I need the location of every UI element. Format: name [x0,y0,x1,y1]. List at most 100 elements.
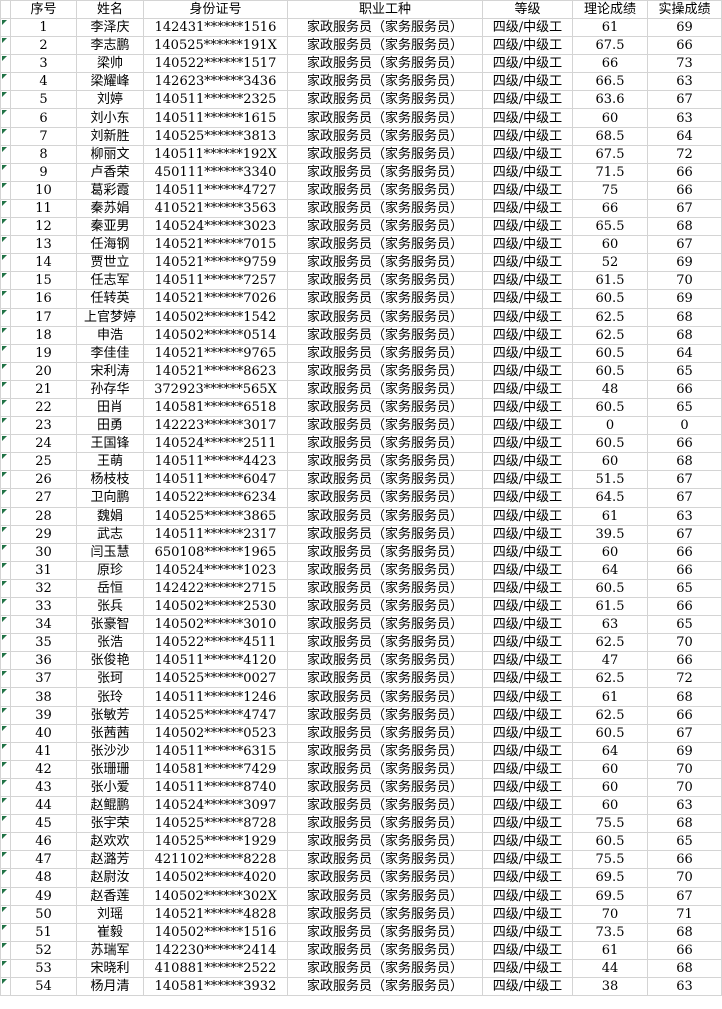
cell-occupation[interactable]: 家政服务员（家务服务员） [288,91,483,110]
cell-name[interactable]: 赵潞芳 [77,851,144,870]
cell-theory-score[interactable]: 61 [573,507,648,526]
cell-practical-score[interactable]: 66 [648,706,722,725]
cell-name[interactable]: 原珍 [77,561,144,580]
cell-level[interactable]: 四级/中级工 [483,742,573,761]
row-indicator-cell[interactable] [1,435,11,454]
cell-level[interactable]: 四级/中级工 [483,254,573,273]
cell-occupation[interactable]: 家政服务员（家务服务员） [288,525,483,544]
cell-level[interactable]: 四级/中级工 [483,218,573,237]
cell-theory-score[interactable]: 68.5 [573,127,648,146]
cell-id-number[interactable]: 142431******1516 [144,19,288,38]
cell-serial[interactable]: 15 [11,272,77,291]
cell-serial[interactable]: 16 [11,290,77,309]
cell-theory-score[interactable]: 66 [573,55,648,74]
cell-theory-score[interactable]: 0 [573,417,648,436]
cell-theory-score[interactable]: 64 [573,742,648,761]
cell-theory-score[interactable]: 63 [573,616,648,635]
cell-level[interactable]: 四级/中级工 [483,923,573,942]
cell-serial[interactable]: 6 [11,109,77,128]
cell-level[interactable]: 四级/中级工 [483,19,573,38]
cell-name[interactable]: 任志军 [77,272,144,291]
cell-level[interactable]: 四级/中级工 [483,616,573,635]
cell-occupation[interactable]: 家政服务员（家务服务员） [288,453,483,472]
cell-occupation[interactable]: 家政服务员（家务服务员） [288,507,483,526]
cell-practical-score[interactable]: 67 [648,489,722,508]
row-indicator-cell[interactable] [1,326,11,345]
cell-name[interactable]: 卫向鹏 [77,489,144,508]
cell-theory-score[interactable]: 60.5 [573,290,648,309]
row-indicator-cell[interactable] [1,362,11,381]
cell-level[interactable]: 四级/中级工 [483,37,573,56]
cell-theory-score[interactable]: 60.5 [573,344,648,363]
cell-practical-score[interactable]: 66 [648,851,722,870]
cell-theory-score[interactable]: 75.5 [573,815,648,834]
cell-theory-score[interactable]: 69.5 [573,869,648,888]
cell-name[interactable]: 田勇 [77,417,144,436]
cell-name[interactable]: 张珂 [77,670,144,689]
cell-name[interactable]: 上官梦婷 [77,308,144,327]
cell-occupation[interactable]: 家政服务员（家务服务员） [288,398,483,418]
row-indicator-cell[interactable] [1,290,11,309]
cell-level[interactable]: 四级/中级工 [483,272,573,291]
cell-level[interactable]: 四级/中级工 [483,851,573,870]
cell-serial[interactable]: 35 [11,634,77,653]
cell-level[interactable]: 四级/中级工 [483,398,573,418]
cell-theory-score[interactable]: 62.5 [573,326,648,345]
cell-serial[interactable]: 28 [11,507,77,526]
cell-occupation[interactable]: 家政服务员（家务服务员） [288,109,483,128]
cell-id-number[interactable]: 140502******1542 [144,308,288,327]
cell-serial[interactable]: 19 [11,344,77,363]
cell-theory-score[interactable]: 60.5 [573,724,648,743]
cell-serial[interactable]: 47 [11,851,77,870]
row-indicator-cell[interactable] [1,218,11,237]
cell-serial[interactable]: 33 [11,598,77,617]
cell-id-number[interactable]: 140511******1615 [144,109,288,128]
cell-occupation[interactable]: 家政服务员（家务服务员） [288,688,483,707]
cell-practical-score[interactable]: 67 [648,724,722,743]
cell-occupation[interactable]: 家政服务员（家务服务员） [288,163,483,182]
row-indicator-cell[interactable] [1,344,11,363]
row-indicator-cell[interactable] [1,543,11,562]
cell-occupation[interactable]: 家政服务员（家务服务员） [288,489,483,508]
cell-theory-score[interactable]: 62.5 [573,706,648,725]
row-indicator-cell[interactable] [1,887,11,906]
cell-practical-score[interactable]: 67 [648,471,722,490]
cell-name[interactable]: 李志鹏 [77,37,144,56]
cell-name[interactable]: 张玲 [77,688,144,707]
row-indicator-cell[interactable] [1,851,11,870]
cell-practical-score[interactable]: 66 [648,163,722,182]
cell-level[interactable]: 四级/中级工 [483,507,573,526]
cell-id-number[interactable]: 140511******6047 [144,471,288,490]
cell-id-number[interactable]: 140511******7257 [144,272,288,291]
cell-name[interactable]: 赵欢欢 [77,833,144,852]
cell-practical-score[interactable]: 68 [648,453,722,472]
cell-occupation[interactable]: 家政服务员（家务服务员） [288,326,483,345]
cell-occupation[interactable]: 家政服务员（家务服务员） [288,543,483,562]
row-indicator-header-cell[interactable] [1,1,11,19]
cell-occupation[interactable]: 家政服务员（家务服务员） [288,670,483,689]
cell-name[interactable]: 苏瑞军 [77,941,144,960]
row-indicator-cell[interactable] [1,398,11,418]
cell-serial[interactable]: 13 [11,236,77,255]
cell-practical-score[interactable]: 68 [648,815,722,834]
cell-level[interactable]: 四级/中级工 [483,145,573,164]
row-indicator-cell[interactable] [1,109,11,128]
cell-name[interactable]: 刘小东 [77,109,144,128]
cell-id-number[interactable]: 142422******2715 [144,579,288,598]
cell-id-number[interactable]: 140521******4828 [144,905,288,924]
cell-id-number[interactable]: 140525******4747 [144,706,288,725]
cell-practical-score[interactable]: 65 [648,579,722,598]
column-header-level[interactable]: 等级 [483,1,573,19]
cell-level[interactable]: 四级/中级工 [483,887,573,906]
cell-serial[interactable]: 46 [11,833,77,852]
cell-occupation[interactable]: 家政服务员（家务服务员） [288,579,483,598]
cell-theory-score[interactable]: 60 [573,453,648,472]
cell-id-number[interactable]: 140521******8623 [144,362,288,381]
cell-occupation[interactable]: 家政服务员（家务服务员） [288,19,483,38]
cell-occupation[interactable]: 家政服务员（家务服务员） [288,742,483,761]
cell-id-number[interactable]: 140524******1023 [144,561,288,580]
column-header-practical-score[interactable]: 实操成绩 [648,1,722,19]
cell-id-number[interactable]: 140511******4120 [144,652,288,671]
row-indicator-cell[interactable] [1,923,11,942]
cell-serial[interactable]: 20 [11,362,77,381]
